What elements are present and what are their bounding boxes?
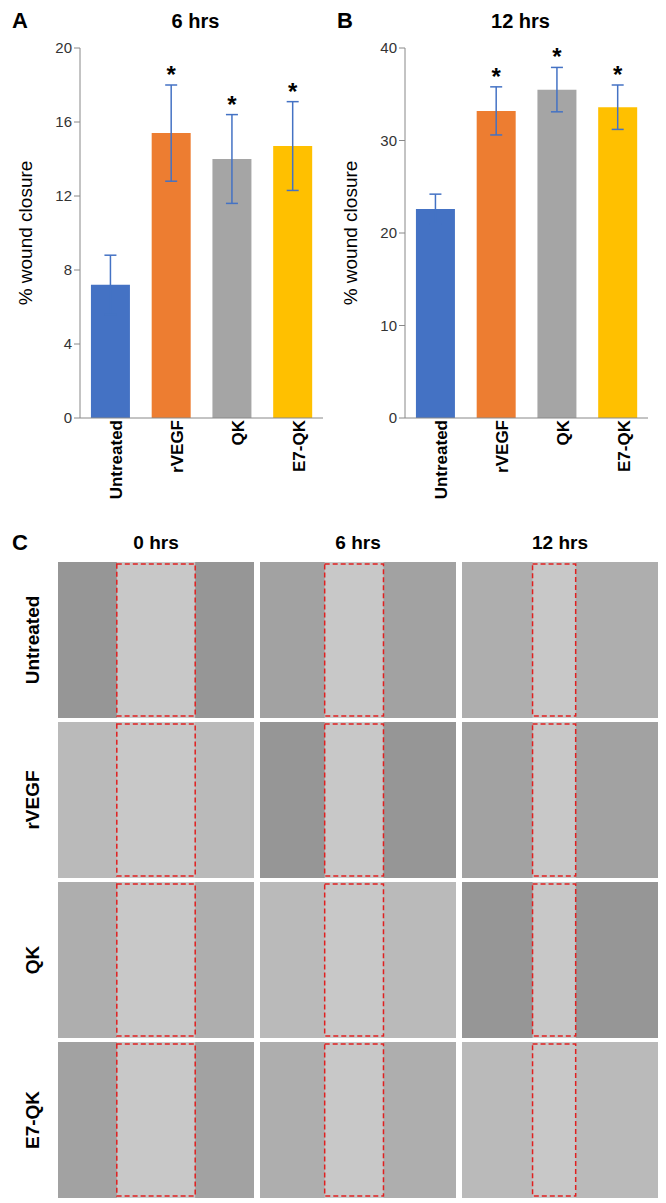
html-text:A: A <box>12 8 28 33</box>
svg-text:40: 40 <box>380 39 397 56</box>
html-text:E7-QK: E7-QK <box>22 1091 43 1149</box>
svg-text:30: 30 <box>380 132 397 149</box>
html-text:QK: QK <box>22 945 43 975</box>
svg-text:*: * <box>552 43 562 70</box>
html-text:12 hrs: 12 hrs <box>491 10 550 32</box>
svg-text:QK: QK <box>229 419 248 445</box>
svg-text:0: 0 <box>389 409 397 426</box>
html-text:C: C <box>12 530 28 555</box>
svg-text:10: 10 <box>380 317 397 334</box>
svg-text:20: 20 <box>55 39 72 56</box>
svg-text:rVEGF: rVEGF <box>168 420 187 473</box>
svg-text:*: * <box>613 61 623 88</box>
svg-text:rVEGF: rVEGF <box>493 420 512 473</box>
svg-text:*: * <box>491 63 501 90</box>
svg-text:*: * <box>227 91 237 118</box>
svg-text:20: 20 <box>380 224 397 241</box>
html-text:Untreated: Untreated <box>22 595 43 685</box>
svg-text:0: 0 <box>64 409 72 426</box>
html-text:6 hrs: 6 hrs <box>171 10 220 32</box>
html-text:B: B <box>337 8 353 33</box>
svg-text:% wound closure: % wound closure <box>15 161 36 306</box>
svg-text:16: 16 <box>55 113 72 130</box>
svg-text:E7-QK: E7-QK <box>615 419 634 472</box>
svg-text:E7-QK: E7-QK <box>290 419 309 472</box>
svg-text:*: * <box>166 61 176 88</box>
html-text:0 hrs: 0 hrs <box>133 532 179 553</box>
svg-text:QK: QK <box>554 419 573 445</box>
svg-text:Untreated: Untreated <box>107 420 126 499</box>
svg-text:% wound closure: % wound closure <box>340 161 361 306</box>
svg-text:8: 8 <box>64 261 72 278</box>
html-text:rVEGF: rVEGF <box>22 770 43 830</box>
svg-text:12: 12 <box>55 187 72 204</box>
html-text:12 hrs: 12 hrs <box>532 532 588 553</box>
html-text:6 hrs: 6 hrs <box>335 532 381 553</box>
svg-text:*: * <box>288 78 298 105</box>
svg-text:4: 4 <box>64 335 72 352</box>
svg-text:Untreated: Untreated <box>432 420 451 499</box>
